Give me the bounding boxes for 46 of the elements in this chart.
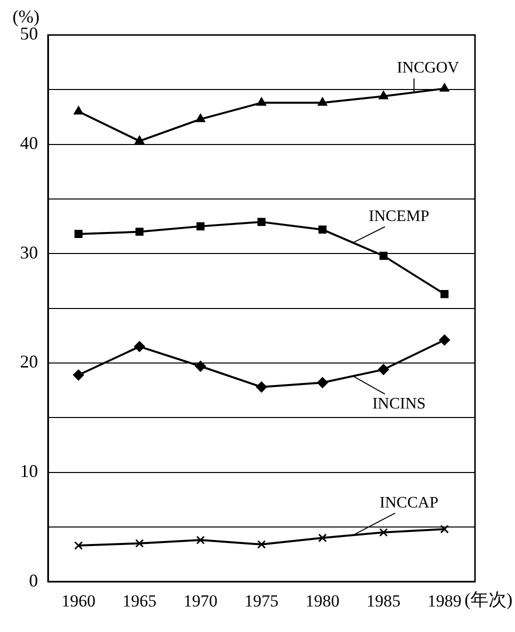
x-tick-label: 1970 [184,591,218,610]
legend-label: INCINS [372,395,426,412]
y-tick-label: 40 [20,133,38,154]
point [73,369,84,380]
point [256,97,266,106]
point [135,539,144,548]
y-tick-label: 0 [29,570,38,590]
series-label: INCEMP [368,208,430,225]
point [379,528,388,537]
point [318,97,328,106]
point [378,364,389,376]
point [196,222,205,230]
point [318,534,327,542]
x-tick-label: 1980 [306,591,340,610]
point [135,228,144,236]
point [378,90,388,100]
x-tick-label: 1965 [122,591,156,610]
point [74,230,83,238]
point [440,524,449,534]
point [134,136,144,144]
point [257,218,266,226]
point [195,360,206,372]
x-tick-label: 1975 [244,591,278,610]
y-tick-label: 30 [20,242,38,262]
x-tick-label: 1960 [62,591,96,610]
point [256,382,267,393]
x-tick-label: 1985 [366,591,400,610]
y-tick-label: 10 [20,461,38,482]
point [440,83,450,92]
point [257,540,266,549]
point [74,541,83,550]
point [439,334,450,346]
series-label: INCGOV [396,60,460,77]
point [317,377,328,388]
point [74,106,84,115]
series-label: INCCAP [380,494,438,512]
point [318,226,327,234]
x-tick-label: 1989 [428,591,462,610]
y-axis-title: (%) [12,6,40,27]
point [440,290,449,298]
point [134,341,145,352]
x-axis-title: (年次) [464,589,512,610]
point [196,536,205,544]
y-tick-label: 20 [20,352,38,372]
point [196,114,206,122]
point [379,252,388,260]
